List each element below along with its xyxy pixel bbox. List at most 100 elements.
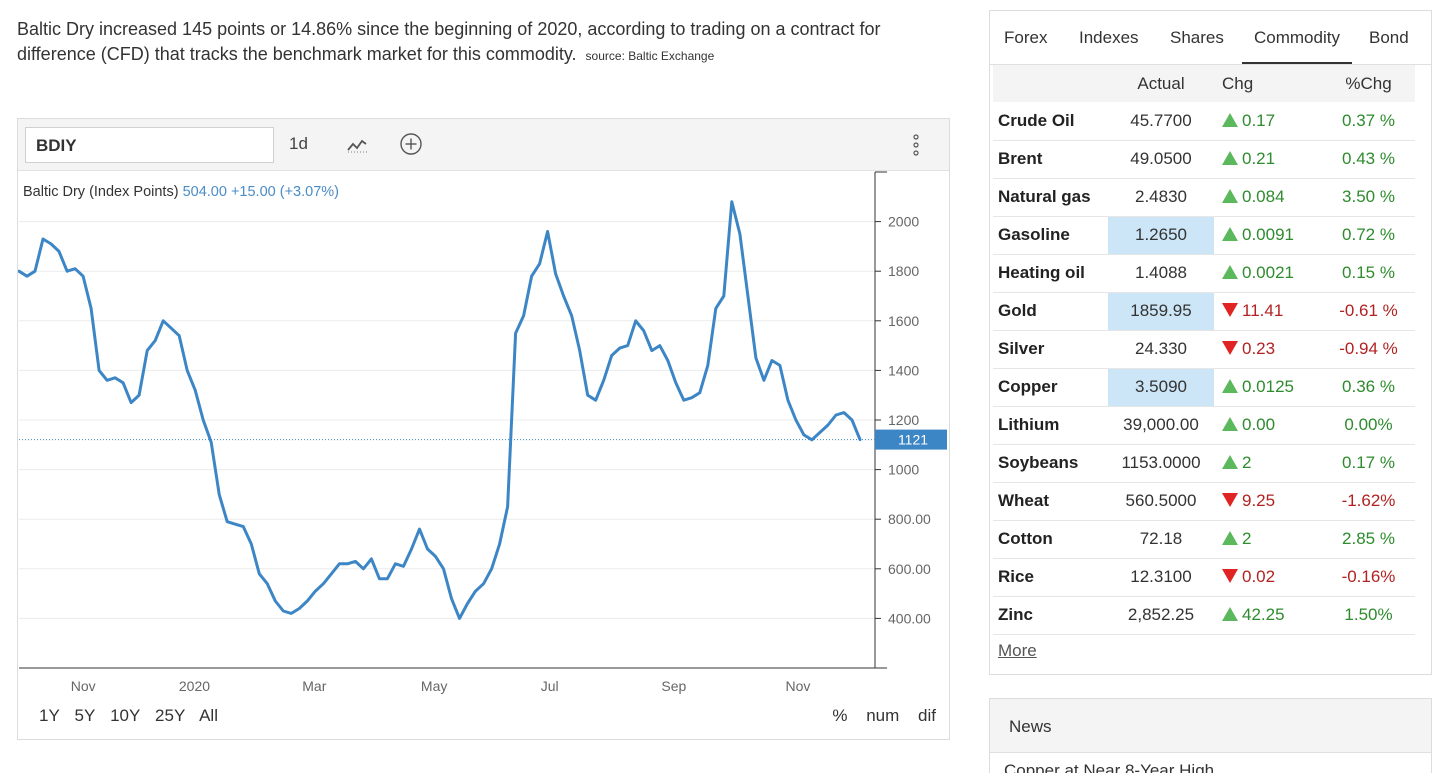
more-link[interactable]: More	[998, 641, 1037, 660]
table-row[interactable]: Soybeans 1153.0000 2 0.17 %	[993, 444, 1415, 483]
commodity-chg-value: 2	[1242, 453, 1252, 472]
arrow-up-icon	[1222, 227, 1238, 241]
y-tick-label: 1400	[888, 362, 919, 378]
x-tick-label: Mar	[302, 678, 326, 694]
arrow-down-icon	[1222, 303, 1238, 317]
commodity-name[interactable]: Wheat	[993, 482, 1108, 521]
table-row[interactable]: Heating oil 1.4088 0.0021 0.15 %	[993, 254, 1415, 293]
commodity-chg-value: 42.25	[1242, 605, 1285, 624]
table-row[interactable]: Cotton 72.18 2 2.85 %	[993, 520, 1415, 559]
news-panel: News Copper at Near 8-Year High	[989, 698, 1432, 773]
commodity-pct-chg: 1.50%	[1322, 596, 1415, 635]
table-row[interactable]: Rice 12.3100 0.02 -0.16%	[993, 558, 1415, 597]
commodity-chg: 2	[1214, 444, 1322, 483]
description: Baltic Dry increased 145 points or 14.86…	[17, 17, 962, 69]
table-row[interactable]: Copper 3.5090 0.0125 0.36 %	[993, 368, 1415, 407]
x-tick-label: May	[421, 678, 447, 694]
commodity-name[interactable]: Natural gas	[993, 178, 1108, 217]
arrow-up-icon	[1222, 455, 1238, 469]
table-row[interactable]: Crude Oil 45.7700 0.17 0.37 %	[993, 102, 1415, 141]
tabs-divider	[990, 64, 1431, 65]
range-10y-button[interactable]: 10Y	[110, 706, 141, 725]
legend-value: 504.00	[182, 184, 227, 200]
commodity-name[interactable]: Crude Oil	[993, 102, 1108, 141]
commodity-name[interactable]: Brent	[993, 140, 1108, 179]
chart-canvas[interactable]: 2000 1800 1600 1400 1200 1000 800.00 600.00 400.…	[18, 119, 949, 739]
commodity-pct-chg: 0.37 %	[1322, 102, 1415, 141]
table-header-row: Actual Chg %Chg	[993, 65, 1415, 102]
mode-dif-button[interactable]: dif	[918, 706, 936, 725]
arrow-up-icon	[1222, 379, 1238, 393]
range-5y-button[interactable]: 5Y	[74, 706, 96, 725]
symbol-input[interactable]: BDIY	[25, 127, 274, 163]
tab-shares[interactable]: Shares	[1170, 28, 1224, 47]
header-chg: Chg	[1214, 65, 1322, 102]
market-tabs: Forex Indexes Shares Commodity Bond	[990, 11, 1431, 65]
commodity-pct-chg: -0.61 %	[1322, 292, 1415, 331]
commodity-actual: 2.4830	[1108, 178, 1214, 217]
commodity-chg: 0.00	[1214, 406, 1322, 445]
table-row[interactable]: Natural gas 2.4830 0.084 3.50 %	[993, 178, 1415, 217]
x-tick-label: Nov	[71, 678, 96, 694]
y-tick-label: 600.00	[888, 561, 931, 577]
commodity-name[interactable]: Copper	[993, 368, 1108, 407]
table-row[interactable]: Brent 49.0500 0.21 0.43 %	[993, 140, 1415, 179]
commodity-name[interactable]: Silver	[993, 330, 1108, 369]
commodity-name[interactable]: Gold	[993, 292, 1108, 331]
vertical-dots-icon[interactable]	[908, 132, 924, 158]
mode-num-button[interactable]: num	[866, 706, 900, 725]
commodity-chg: 2	[1214, 520, 1322, 559]
commodity-actual: 45.7700	[1108, 102, 1214, 141]
commodity-name[interactable]: Soybeans	[993, 444, 1108, 483]
period-button[interactable]: 1d	[289, 134, 308, 153]
series-line	[18, 200, 862, 620]
commodity-name[interactable]: Gasoline	[993, 216, 1108, 255]
x-tick-label: Sep	[661, 678, 686, 694]
table-row[interactable]: Gasoline 1.2650 0.0091 0.72 %	[993, 216, 1415, 255]
table-row[interactable]: Wheat 560.5000 9.25 -1.62%	[993, 482, 1415, 521]
legend-series-name: Baltic Dry (Index Points)	[23, 184, 179, 200]
table-row[interactable]: Lithium 39,000.00 0.00 0.00%	[993, 406, 1415, 445]
commodity-chg: 0.0091	[1214, 216, 1322, 255]
range-1y-button[interactable]: 1Y	[39, 706, 60, 725]
news-item[interactable]: Copper at Near 8-Year High	[1004, 761, 1215, 773]
commodity-actual: 1.2650	[1108, 216, 1214, 255]
tab-forex[interactable]: Forex	[1004, 28, 1048, 47]
commodity-actual: 2,852.25	[1108, 596, 1214, 635]
plus-circle-icon[interactable]	[399, 132, 423, 156]
header-actual: Actual	[1108, 65, 1214, 102]
commodity-name[interactable]: Cotton	[993, 520, 1108, 559]
commodity-chg: 9.25	[1214, 482, 1322, 521]
y-tick-label: 800.00	[888, 511, 931, 527]
tab-commodity[interactable]: Commodity	[1242, 28, 1352, 64]
arrow-up-icon	[1222, 607, 1238, 621]
table-row[interactable]: Gold 1859.95 11.41 -0.61 %	[993, 292, 1415, 331]
commodity-name[interactable]: Lithium	[993, 406, 1108, 445]
commodity-actual: 1859.95	[1108, 292, 1214, 331]
tab-bond[interactable]: Bond	[1369, 28, 1409, 47]
commodity-actual: 49.0500	[1108, 140, 1214, 179]
mode-percent-button[interactable]: %	[832, 706, 848, 725]
commodity-chg-value: 2	[1242, 529, 1252, 548]
commodity-actual: 72.18	[1108, 520, 1214, 559]
y-tick-label: 400.00	[888, 610, 931, 626]
table-row[interactable]: Silver 24.330 0.23 -0.94 %	[993, 330, 1415, 369]
arrow-up-icon	[1222, 417, 1238, 431]
commodity-chg-value: 0.02	[1242, 567, 1276, 586]
commodity-name[interactable]: Rice	[993, 558, 1108, 597]
commodity-name[interactable]: Heating oil	[993, 254, 1108, 293]
commodity-actual: 24.330	[1108, 330, 1214, 369]
tab-indexes[interactable]: Indexes	[1079, 28, 1139, 47]
arrow-down-icon	[1222, 493, 1238, 507]
table-row[interactable]: Zinc 2,852.25 42.25 1.50%	[993, 596, 1415, 635]
line-chart-icon[interactable]	[346, 135, 370, 155]
commodity-actual: 3.5090	[1108, 368, 1214, 407]
commodity-chg-value: 0.0091	[1242, 225, 1294, 244]
range-all-button[interactable]: All	[199, 706, 218, 725]
range-25y-button[interactable]: 25Y	[155, 706, 186, 725]
commodity-pct-chg: 0.36 %	[1322, 368, 1415, 407]
commodity-actual: 1153.0000	[1108, 444, 1214, 483]
commodity-name[interactable]: Zinc	[993, 596, 1108, 635]
table-body: Crude Oil 45.7700 0.17 0.37 % Brent 49.0500 0.…	[993, 102, 1415, 635]
commodity-actual: 560.5000	[1108, 482, 1214, 521]
